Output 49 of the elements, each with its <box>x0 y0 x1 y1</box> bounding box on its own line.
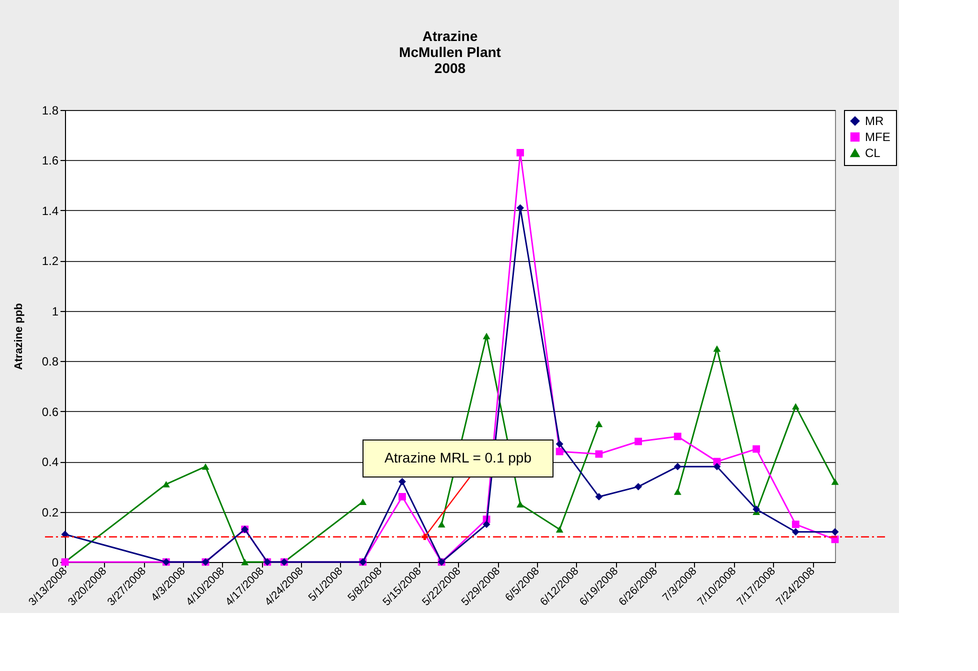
legend-label: MR <box>865 114 884 128</box>
point <box>61 530 69 538</box>
point <box>359 498 367 505</box>
point <box>752 506 760 513</box>
point <box>202 463 210 470</box>
y-tick-label: 1 <box>52 304 59 318</box>
y-tick-label: 0.6 <box>42 404 59 419</box>
legend-label: CL <box>865 146 881 160</box>
annotation: Atrazine MRL = 0.1 ppb <box>384 450 532 466</box>
y-tick-label: 1.4 <box>42 204 59 218</box>
point <box>792 520 800 528</box>
y-tick-label: 1.8 <box>42 104 59 118</box>
y-tick-label: 0.4 <box>42 455 59 470</box>
point <box>713 462 721 470</box>
point <box>674 432 682 440</box>
point <box>752 445 760 453</box>
y-axis-title: Atrazine ppb <box>12 302 25 370</box>
point <box>595 450 603 458</box>
point <box>482 332 490 340</box>
point <box>831 478 839 485</box>
legend-label: MFE <box>865 130 890 144</box>
point <box>482 520 490 528</box>
point <box>792 528 800 536</box>
point <box>241 558 249 566</box>
point <box>831 528 839 536</box>
y-tick-label: 0.2 <box>42 505 59 520</box>
y-tick-label: 1.2 <box>42 254 59 268</box>
point <box>595 493 603 500</box>
y-tick-label: 1.6 <box>42 154 59 168</box>
point <box>556 440 564 448</box>
point <box>556 448 564 456</box>
y-tick-label: 0.8 <box>42 354 59 369</box>
point <box>674 462 682 470</box>
point <box>792 403 800 410</box>
chart-title: Atrazine McMullen Plant 2008 <box>399 28 502 76</box>
point <box>634 438 642 446</box>
point <box>162 480 170 488</box>
point <box>674 488 682 495</box>
point <box>438 521 446 528</box>
point <box>634 482 642 490</box>
y-tick-label: 0 <box>52 556 59 570</box>
point <box>713 345 721 352</box>
point <box>398 493 406 500</box>
point <box>595 420 603 428</box>
point <box>516 501 524 508</box>
point <box>398 478 406 486</box>
point <box>556 526 564 533</box>
point <box>516 148 524 156</box>
point <box>516 204 524 212</box>
